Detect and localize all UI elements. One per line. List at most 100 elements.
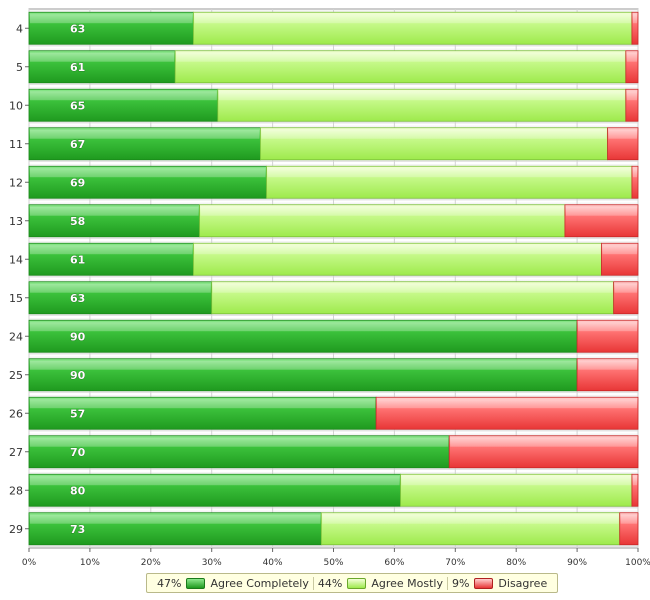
x-tick-label: 60%	[384, 558, 404, 568]
bar-highlight	[30, 245, 193, 255]
bar-agree-completely	[28, 11, 194, 45]
legend-label: Disagree	[498, 576, 548, 590]
bar-highlight	[30, 476, 400, 486]
bar-agree-mostly	[400, 473, 633, 507]
bar-highlight	[30, 514, 321, 524]
legend-entry-disagree[interactable]: 9% Disagree	[446, 576, 551, 590]
bar-highlight	[626, 52, 637, 62]
y-tick-label: 5	[16, 61, 23, 74]
bar-disagree	[576, 358, 639, 392]
bar-highlight	[218, 91, 625, 101]
bar-highlight	[608, 129, 637, 139]
legend-swatch-green-icon	[186, 577, 206, 589]
y-tick-label: 24	[9, 330, 23, 343]
x-tick-label: 70%	[445, 558, 465, 568]
bar-highlight	[30, 91, 217, 101]
legend-entry-agree-completely[interactable]: 47% Agree Completely	[153, 577, 313, 590]
data-label: 65	[70, 99, 85, 112]
y-tick-label: 15	[9, 292, 23, 305]
data-label: 57	[70, 407, 85, 420]
y-tick-label: 14	[9, 253, 23, 266]
bar-agree-mostly	[199, 204, 566, 238]
bar-highlight	[620, 514, 637, 524]
bar-highlight	[267, 168, 631, 178]
bar-highlight	[194, 14, 631, 24]
bar-agree-mostly	[211, 281, 615, 315]
bar-agree-completely	[28, 50, 176, 84]
bar-disagree	[619, 512, 639, 546]
bar-agree-mostly	[217, 88, 627, 122]
bar-disagree	[448, 435, 639, 469]
y-tick-label: 28	[9, 484, 23, 497]
bar-highlight	[602, 245, 637, 255]
bar-highlight	[401, 476, 631, 486]
bar-disagree	[625, 88, 639, 122]
bar-highlight	[565, 206, 637, 216]
bar-disagree	[576, 319, 639, 353]
bar-disagree	[631, 473, 639, 507]
bar-highlight	[578, 322, 637, 332]
bar-agree-completely	[28, 165, 267, 199]
bar-highlight	[30, 206, 199, 216]
legend-label: Agree Mostly	[371, 576, 443, 590]
bar-highlight	[578, 360, 637, 370]
x-tick-label: 20%	[141, 558, 161, 568]
bar-highlight	[212, 283, 613, 293]
bar-agree-mostly	[266, 165, 633, 199]
x-tick-label: 50%	[323, 558, 343, 568]
bar-agree-mostly	[320, 512, 621, 546]
bar-agree-completely	[28, 358, 578, 392]
bar-highlight	[194, 245, 601, 255]
bar-agree-completely	[28, 512, 322, 546]
x-tick-label: 90%	[567, 558, 587, 568]
bar-agree-completely	[28, 242, 194, 276]
data-label: 61	[70, 253, 85, 266]
bar-highlight	[322, 514, 619, 524]
data-label: 67	[70, 138, 85, 151]
bar-highlight	[30, 168, 266, 178]
y-tick-label: 11	[9, 138, 23, 151]
bar-agree-completely	[28, 88, 219, 122]
bar-agree-completely	[28, 396, 377, 430]
legend-pct: 47%	[157, 576, 182, 590]
bar-highlight	[30, 52, 175, 62]
bar-highlight	[614, 283, 637, 293]
data-label: 63	[70, 292, 85, 305]
bar-disagree	[375, 396, 639, 430]
bar-highlight	[261, 129, 607, 139]
bar-highlight	[30, 322, 577, 332]
legend-entry-agree-mostly[interactable]: 44% Agree Mostly	[312, 576, 447, 590]
bar-highlight	[200, 206, 564, 216]
y-tick-label: 12	[9, 176, 23, 189]
bar-agree-mostly	[193, 11, 633, 45]
labels: 0% 10% 20% 30% 40% 50% 60% 70% 80% 90% 100% 4 63 5 61 1…	[9, 22, 650, 568]
bar-highlight	[632, 476, 637, 486]
legend-label: Agree Completely	[210, 576, 309, 590]
data-label: 69	[70, 176, 85, 189]
legend-pct: 44%	[317, 576, 343, 590]
bar-highlight	[30, 283, 211, 293]
bar-highlight	[30, 399, 376, 409]
y-tick-label: 4	[16, 22, 23, 35]
bar-disagree	[631, 11, 639, 45]
bar-highlight	[450, 437, 637, 447]
legend: 47% Agree Completely 44% Agree Mostly 9%…	[146, 573, 559, 593]
bar-disagree	[631, 165, 639, 199]
bar-disagree	[613, 281, 639, 315]
bar-highlight	[30, 437, 449, 447]
bar-highlight	[30, 129, 260, 139]
bar-highlight	[30, 360, 577, 370]
bar-agree-completely	[28, 435, 450, 469]
bar-agree-mostly	[260, 127, 608, 161]
y-tick-label: 26	[9, 407, 23, 420]
data-label: 73	[70, 523, 85, 536]
bar-highlight	[30, 14, 193, 24]
legend-swatch-red-icon	[474, 577, 494, 589]
legend-swatch-lightgreen-icon	[347, 577, 367, 589]
bar-disagree	[601, 242, 639, 276]
x-tick-label: 80%	[506, 558, 526, 568]
x-tick-label: 30%	[202, 558, 222, 568]
data-label: 80	[70, 484, 86, 497]
x-tick-label: 40%	[263, 558, 283, 568]
